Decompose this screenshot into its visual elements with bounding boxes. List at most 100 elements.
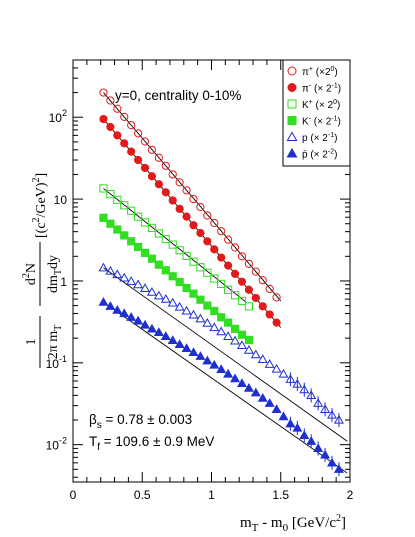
- data-point: [189, 194, 198, 204]
- data-point: [112, 304, 123, 314]
- data-point: [209, 359, 220, 369]
- data-point: [188, 347, 199, 357]
- legend-entry: p (× 2-1): [286, 131, 337, 144]
- data-point: [126, 276, 137, 285]
- data-point: [168, 170, 177, 179]
- data-point: [113, 225, 122, 234]
- data-point: [154, 153, 163, 162]
- data-point: [230, 373, 241, 383]
- data-point: [195, 313, 206, 323]
- data-point: [182, 212, 191, 221]
- series-5: [98, 297, 344, 477]
- data-point: [147, 223, 157, 232]
- data-point: [167, 335, 178, 344]
- data-point: [140, 137, 150, 146]
- data-point: [154, 180, 163, 189]
- data-point: [285, 418, 296, 428]
- data-point: [167, 297, 178, 307]
- data-point: [237, 277, 247, 286]
- data-point: [153, 290, 164, 300]
- data-point: [195, 351, 206, 360]
- y-tick-label: 1: [60, 275, 67, 289]
- data-point: [244, 302, 253, 311]
- data-point: [306, 436, 317, 445]
- data-point: [244, 259, 253, 268]
- data-point: [147, 145, 157, 154]
- legend-entry: π- (× 2-1): [287, 83, 341, 95]
- data-point: [278, 368, 289, 378]
- data-point: [182, 251, 191, 261]
- data-point: [146, 286, 157, 296]
- data-point: [251, 293, 260, 303]
- y-label-frac1-num: 1: [24, 339, 39, 346]
- data-point: [272, 293, 281, 302]
- axes: 0 0.5 1 1.5 2 102 10 1 10-1 10-2: [46, 59, 354, 502]
- x-tick-label: 0: [70, 488, 77, 502]
- data-point: [182, 283, 191, 293]
- data-point: [264, 359, 275, 368]
- data-point: [271, 404, 282, 413]
- data-point: [140, 248, 150, 258]
- data-point: [236, 378, 247, 388]
- data-point: [119, 272, 130, 282]
- series-3: [99, 213, 253, 345]
- data-point: [250, 387, 261, 397]
- data-point: [120, 112, 129, 121]
- data-point: [320, 404, 331, 413]
- data-point: [237, 252, 247, 261]
- data-point: [196, 263, 205, 272]
- data-point: [188, 309, 199, 319]
- data-point: [224, 235, 233, 244]
- data-point: [160, 293, 171, 303]
- data-point: [154, 229, 163, 238]
- data-point: [243, 344, 254, 354]
- legend-box: [282, 59, 351, 167]
- data-point: [203, 268, 212, 277]
- data-point: [209, 322, 220, 332]
- data-point: [264, 398, 275, 407]
- series-4: [98, 262, 344, 428]
- data-point: [326, 457, 337, 467]
- data-point: [223, 368, 234, 378]
- data-point: [146, 323, 157, 333]
- data-point: [326, 409, 337, 419]
- data-point: [168, 272, 177, 281]
- data-point: [257, 393, 268, 402]
- data-point: [105, 265, 116, 275]
- data-point: [292, 378, 303, 388]
- data-point: [181, 305, 192, 315]
- data-point: [230, 324, 240, 333]
- data-point: [313, 398, 324, 407]
- data-point: [333, 414, 344, 424]
- data-point: [217, 279, 226, 289]
- data-point: [320, 449, 331, 459]
- legend-entry: p̄ (× 2-2): [286, 147, 337, 161]
- data-point: [237, 296, 247, 306]
- annotation-text: y=0, centrality 0-10%: [115, 88, 241, 103]
- data-point: [161, 266, 170, 275]
- data-point: [202, 355, 213, 365]
- data-point: [196, 228, 205, 238]
- data-point: [175, 246, 184, 255]
- data-point: [271, 363, 282, 373]
- data-point: [278, 411, 289, 421]
- data-points: [98, 88, 344, 477]
- legend-label: π+ (×20): [302, 66, 338, 78]
- data-point: [127, 206, 136, 215]
- data-point: [202, 318, 213, 327]
- legend-entry: K- (× 2-1): [287, 116, 341, 128]
- data-point: [153, 327, 164, 337]
- legend-entry: K+ (× 20): [287, 99, 340, 111]
- legend-label: K- (× 2-1): [302, 116, 341, 128]
- data-point: [203, 301, 212, 310]
- y-label-frac2-num: d2N: [21, 263, 39, 285]
- legend-entry: π+ (×20): [287, 66, 338, 78]
- data-point: [210, 274, 219, 283]
- data-point: [106, 122, 115, 132]
- data-point: [203, 237, 212, 246]
- data-point: [126, 312, 137, 321]
- data-point: [140, 163, 150, 173]
- data-point: [243, 383, 254, 392]
- data-point: [113, 131, 122, 140]
